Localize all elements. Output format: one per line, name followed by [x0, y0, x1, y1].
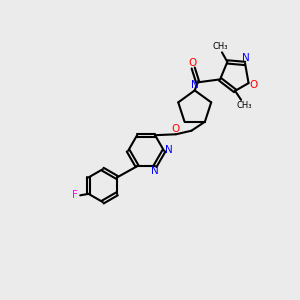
Text: O: O [188, 58, 197, 68]
Text: O: O [250, 80, 258, 90]
Text: CH₃: CH₃ [236, 101, 252, 110]
Text: F: F [73, 190, 78, 200]
Text: N: N [166, 145, 173, 155]
Text: N: N [191, 80, 199, 90]
Text: CH₃: CH₃ [213, 42, 228, 51]
Text: N: N [152, 166, 159, 176]
Text: N: N [242, 53, 250, 63]
Text: O: O [172, 124, 180, 134]
